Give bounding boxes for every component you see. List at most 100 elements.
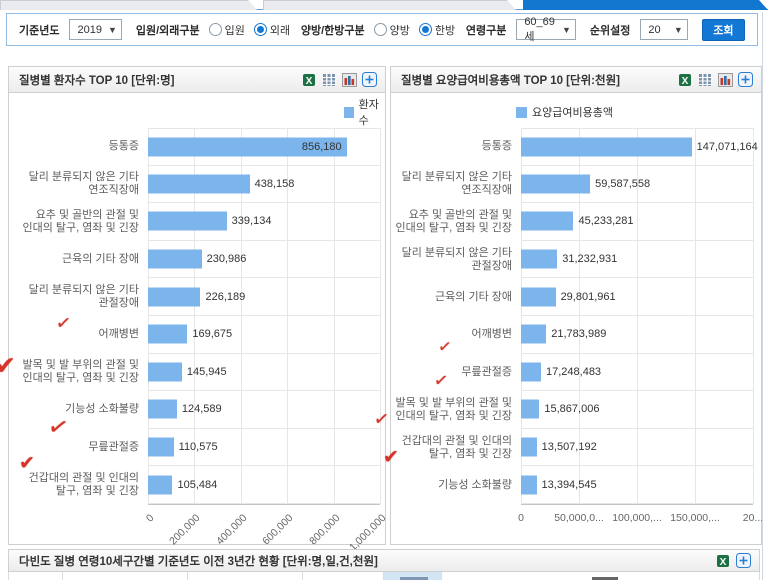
excel-export-icon[interactable]: X bbox=[677, 72, 693, 88]
radio-korean-med-label: 한방 bbox=[434, 24, 456, 37]
radio-korean-med[interactable]: 한방 bbox=[418, 22, 456, 38]
gridline bbox=[148, 128, 149, 504]
tab-1[interactable] bbox=[0, 0, 257, 10]
bar-rows: 등통증 147,071,164 달리 분류되지 않은 기타 연조직장애 59,587,… bbox=[391, 128, 761, 504]
data-bar[interactable] bbox=[148, 249, 202, 269]
bar-rows: 등통증 856,180 달리 분류되지 않은 기타 연조직장애 438,158 요추 및… bbox=[9, 128, 385, 504]
bar-track: 13,394,545 bbox=[521, 466, 753, 504]
bar-track: 226,189 bbox=[148, 278, 380, 316]
chart-row: 무릎관절증 17,248,483 bbox=[391, 354, 761, 392]
data-bar[interactable] bbox=[521, 137, 692, 157]
chart-row: 요추 및 골반의 관절 및 인대의 탈구, 염좌 및 긴장 45,233,281 bbox=[391, 203, 761, 241]
panel-toolbar: X bbox=[301, 72, 377, 88]
legend-label: 요양급여비용총액 bbox=[532, 107, 613, 119]
data-bar[interactable] bbox=[521, 475, 537, 495]
panel-header: 질병별 요양급여비용총액 TOP 10 [단위:천원] X bbox=[391, 67, 761, 93]
data-label: 339,134 bbox=[231, 215, 272, 228]
table-view-icon[interactable] bbox=[697, 72, 713, 88]
category-label: 달리 분류되지 않은 기타 관절장애 bbox=[401, 246, 512, 272]
data-bar[interactable] bbox=[521, 399, 540, 419]
data-bar[interactable] bbox=[521, 211, 574, 231]
svg-text:X: X bbox=[682, 76, 689, 87]
data-label: 145,945 bbox=[186, 365, 227, 378]
x-axis-tick-label: 20... bbox=[742, 512, 764, 524]
data-bar[interactable] bbox=[521, 249, 558, 269]
top-tab-strip bbox=[0, 0, 768, 10]
radio-western-med[interactable]: 양방 bbox=[373, 22, 410, 38]
data-bar[interactable] bbox=[148, 362, 182, 382]
gridline bbox=[287, 128, 289, 504]
bar-chart-icon[interactable] bbox=[717, 72, 733, 88]
category-label: 어깨병변 bbox=[471, 328, 512, 341]
base-year-select[interactable]: 2019 ▼ bbox=[69, 19, 122, 40]
gridline bbox=[637, 128, 638, 504]
gridline bbox=[579, 128, 580, 504]
svg-text:X: X bbox=[720, 557, 727, 568]
bar-track: 17,248,483 bbox=[521, 354, 753, 392]
x-axis-line bbox=[148, 504, 380, 505]
bar-chart-icon[interactable] bbox=[341, 72, 357, 88]
data-label: 59,587,558 bbox=[595, 177, 651, 190]
chart-legend[interactable]: 요양급여비용총액 bbox=[516, 104, 613, 120]
expand-plus-icon[interactable] bbox=[735, 553, 751, 569]
expand-plus-icon[interactable] bbox=[361, 72, 377, 88]
radio-outpatient[interactable]: 외래 bbox=[253, 22, 290, 38]
excel-export-icon[interactable]: X bbox=[715, 553, 731, 569]
chart-legend[interactable]: 환자수 bbox=[344, 99, 385, 127]
tab-2[interactable] bbox=[263, 0, 516, 10]
category-label: 요추 및 골반의 관절 및 인대의 탈구, 염좌 및 긴장 bbox=[22, 208, 139, 234]
data-label: 31,232,931 bbox=[562, 253, 618, 266]
category-label: 발목 및 발 부위의 관절 및 인대의 탈구, 염좌 및 긴장 bbox=[395, 396, 512, 422]
rank-setting-select[interactable]: 20 ▼ bbox=[640, 19, 688, 40]
gridline bbox=[380, 128, 381, 504]
x-axis-tick-label: 100,000,... bbox=[612, 512, 662, 524]
data-bar[interactable] bbox=[148, 211, 227, 231]
chart-row: 건갑대의 관절 및 인대의 탈구, 염좌 및 긴장 105,484 bbox=[9, 466, 385, 504]
excel-export-icon[interactable]: X bbox=[301, 72, 317, 88]
x-axis-line bbox=[521, 504, 753, 505]
panel-toolbar: X bbox=[677, 72, 753, 88]
chart-title: 질병별 환자수 TOP 10 [단위:명] bbox=[19, 74, 175, 87]
search-button[interactable]: 조회 bbox=[701, 18, 745, 41]
visit-type-label: 입원/외래구분 bbox=[135, 24, 200, 37]
data-bar[interactable] bbox=[148, 137, 347, 157]
category-label: 기능성 소화불량 bbox=[438, 478, 512, 491]
data-bar[interactable] bbox=[148, 174, 250, 194]
data-bar[interactable] bbox=[148, 399, 177, 419]
chart-row: 기능성 소화불량 13,394,545 bbox=[391, 466, 761, 504]
base-year-label: 기준년도 bbox=[19, 24, 60, 37]
expand-plus-icon[interactable] bbox=[737, 72, 753, 88]
data-bar[interactable] bbox=[521, 437, 537, 457]
data-label: 29,801,961 bbox=[560, 290, 616, 303]
tab-3-active[interactable] bbox=[523, 0, 768, 10]
data-label: 17,248,483 bbox=[546, 365, 602, 378]
radio-inpatient[interactable]: 입원 bbox=[208, 22, 245, 38]
data-bar[interactable] bbox=[521, 324, 547, 344]
data-bar[interactable] bbox=[148, 287, 201, 307]
data-label: 856,180 bbox=[301, 140, 342, 153]
data-label: 147,071,164 bbox=[696, 140, 758, 153]
data-bar[interactable] bbox=[148, 475, 173, 495]
chart-row: 등통증 856,180 bbox=[9, 128, 385, 166]
data-bar[interactable] bbox=[521, 287, 556, 307]
data-bar[interactable] bbox=[148, 437, 174, 457]
gridline bbox=[695, 128, 696, 504]
plot-area: 등통증 147,071,164 달리 분류되지 않은 기타 연조직장애 59,587,… bbox=[391, 128, 761, 504]
chart-row: 달리 분류되지 않은 기타 연조직장애 438,158 bbox=[9, 166, 385, 204]
chart-row: 발목 및 발 부위의 관절 및 인대의 탈구, 염좌 및 긴장 145,945 bbox=[9, 354, 385, 392]
chevron-down-icon: ▼ bbox=[107, 24, 117, 35]
data-bar[interactable] bbox=[148, 324, 188, 344]
data-bar[interactable] bbox=[521, 362, 541, 382]
category-label: 발목 및 발 부위의 관절 및 인대의 탈구, 염좌 및 긴장 bbox=[22, 359, 139, 385]
x-axis-tick-label: 150,000,... bbox=[670, 512, 720, 524]
data-bar[interactable] bbox=[521, 174, 591, 194]
chart-row: 달리 분류되지 않은 기타 관절장애 31,232,931 bbox=[391, 241, 761, 279]
radio-western-med-label: 양방 bbox=[389, 24, 410, 37]
bottom-section-header: 다빈도 질병 연령10세구간별 기준년도 이전 3년간 현황 [단위:명,일,건… bbox=[8, 549, 760, 572]
data-label: 45,233,281 bbox=[578, 215, 634, 228]
chart-row: 달리 분류되지 않은 기타 관절장애 226,189 bbox=[9, 278, 385, 316]
table-view-icon[interactable] bbox=[321, 72, 337, 88]
bar-track: 105,484 bbox=[148, 466, 380, 504]
age-group-select[interactable]: 60_69세 ▼ bbox=[516, 16, 576, 43]
